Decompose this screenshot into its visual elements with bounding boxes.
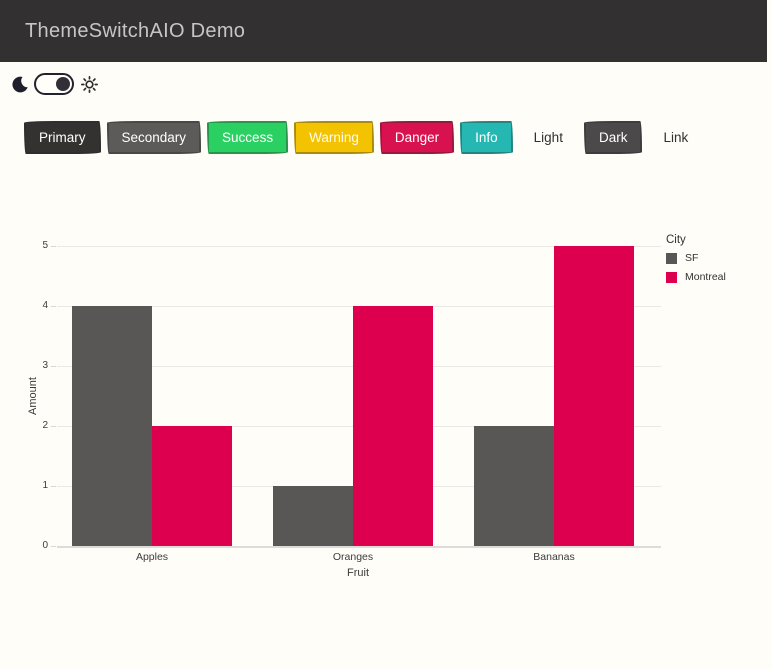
xtick-label-apples: Apples — [135, 551, 169, 563]
legend-swatch-montreal — [666, 271, 677, 283]
bar-sf-oranges[interactable] — [273, 486, 353, 546]
chart: Amount Fruit City SF Montreal 0 1 2 3 4 5 Apple… — [27, 234, 726, 579]
theme-switch-row — [10, 73, 98, 95]
ytick-mark-2 — [51, 426, 56, 427]
legend-label-montreal: Montreal — [685, 271, 726, 283]
button-dark[interactable]: Dark — [583, 121, 643, 154]
legend: City SF Montreal — [666, 234, 726, 290]
bar-sf-apples[interactable] — [72, 306, 152, 546]
ytick-label-2: 2 — [42, 420, 48, 431]
theme-toggle-switch[interactable] — [34, 73, 74, 95]
ytick-label-3: 3 — [42, 360, 48, 371]
bar-montreal-bananas[interactable] — [554, 246, 634, 546]
gridline-y5 — [57, 246, 661, 247]
sun-icon — [80, 75, 98, 93]
ytick-mark-4 — [51, 306, 56, 307]
theme-toggle-knob[interactable] — [56, 77, 70, 91]
bar-sf-bananas[interactable] — [474, 426, 554, 546]
button-secondary[interactable]: Secondary — [106, 121, 202, 154]
button-link[interactable]: Link — [648, 121, 703, 154]
ytick-mark-5 — [51, 246, 56, 247]
button-light[interactable]: Light — [518, 121, 578, 154]
gridline-y0 — [57, 546, 661, 548]
moon-icon — [10, 75, 28, 93]
button-row: Primary Secondary Success Warning Danger Info… — [24, 121, 703, 154]
xtick-label-bananas: Bananas — [533, 551, 575, 563]
ytick-mark-3 — [51, 366, 56, 367]
ytick-mark-0 — [51, 546, 56, 547]
button-info[interactable]: Info — [460, 121, 513, 154]
ytick-label-1: 1 — [42, 480, 48, 491]
button-primary[interactable]: Primary — [24, 121, 101, 154]
button-danger[interactable]: Danger — [379, 121, 455, 154]
ytick-label-0: 0 — [42, 540, 48, 551]
legend-title: City — [666, 234, 686, 246]
y-axis-title: Amount — [27, 377, 39, 415]
legend-items: SF Montreal — [666, 252, 726, 283]
button-warning[interactable]: Warning — [294, 121, 374, 154]
ytick-label-4: 4 — [42, 300, 48, 311]
bar-montreal-apples[interactable] — [152, 426, 232, 546]
legend-swatch-sf — [666, 252, 677, 264]
legend-item-sf[interactable]: SF — [666, 252, 726, 264]
legend-item-montreal[interactable]: Montreal — [666, 271, 726, 283]
bar-montreal-oranges[interactable] — [353, 306, 433, 546]
ytick-label-5: 5 — [42, 240, 48, 251]
legend-label-sf: SF — [685, 252, 699, 264]
app-header: ThemeSwitchAIO Demo — [0, 0, 767, 62]
xtick-label-oranges: Oranges — [332, 551, 374, 563]
x-axis-title: Fruit — [347, 567, 369, 579]
button-success[interactable]: Success — [207, 121, 289, 154]
ytick-mark-1 — [51, 486, 56, 487]
page-title: ThemeSwitchAIO Demo — [25, 19, 246, 42]
